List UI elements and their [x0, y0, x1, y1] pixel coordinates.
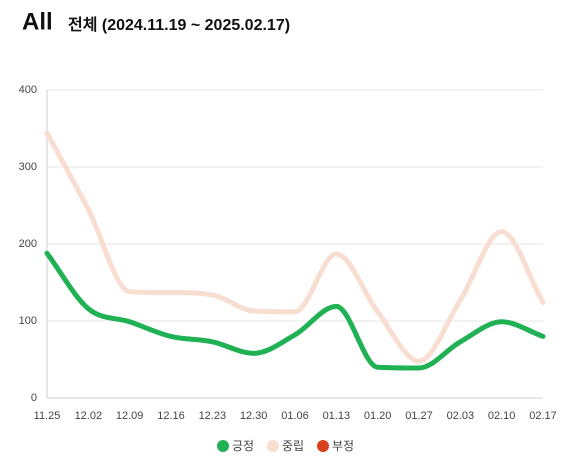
- legend-marker: [317, 440, 329, 452]
- x-tick-label: 01.27: [405, 410, 433, 422]
- x-tick-label: 01.20: [364, 410, 392, 422]
- legend-label: 중립: [282, 439, 304, 453]
- x-tick-label: 12.09: [116, 410, 144, 422]
- x-tick-label: 01.06: [281, 410, 309, 422]
- legend-marker: [217, 440, 229, 452]
- series-line: [44, 250, 546, 371]
- y-tick-label: 0: [31, 392, 37, 404]
- chart-title: All: [22, 8, 53, 35]
- x-tick-label: 12.16: [157, 410, 185, 422]
- y-tick-label: 200: [19, 238, 37, 250]
- x-tick-label: 11.25: [34, 410, 61, 422]
- chart-subtitle: 전체 (2024.11.19 ~ 2025.02.17): [68, 16, 290, 34]
- legend-label: 부정: [332, 439, 354, 453]
- x-tick-label: 02.03: [447, 410, 475, 422]
- y-tick-label: 400: [19, 84, 37, 96]
- y-tick-label: 100: [19, 315, 37, 327]
- y-tick-label: 300: [19, 161, 37, 173]
- x-tick-label: 12.30: [240, 410, 268, 422]
- legend-label: 긍정: [232, 439, 254, 453]
- legend-marker: [267, 440, 279, 452]
- x-tick-label: 01.13: [323, 410, 351, 422]
- series-line: [44, 130, 546, 364]
- x-tick-label: 02.17: [529, 410, 557, 422]
- x-tick-label: 12.23: [199, 410, 227, 422]
- x-tick-label: 02.10: [488, 410, 516, 422]
- x-tick-label: 12.02: [75, 410, 103, 422]
